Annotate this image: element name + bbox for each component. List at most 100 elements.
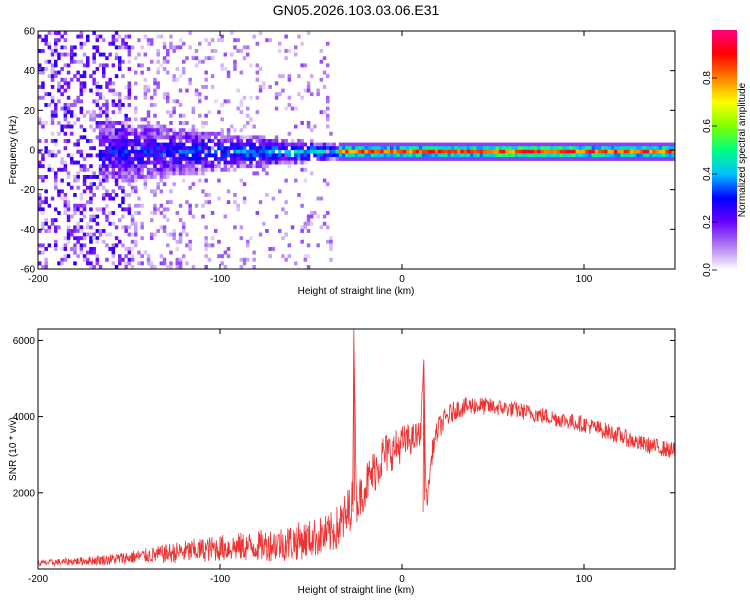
spectrogram-cell bbox=[111, 221, 116, 226]
spectrogram-cell bbox=[124, 247, 128, 251]
spectrogram-cell bbox=[153, 139, 157, 143]
spectrogram-cell bbox=[185, 153, 189, 158]
spectrogram-cell bbox=[172, 131, 176, 136]
spectrogram-cell bbox=[143, 250, 148, 255]
spectrogram-cell bbox=[121, 45, 125, 50]
spectrogram-cell bbox=[284, 146, 288, 151]
spectrogram-cell bbox=[502, 149, 506, 154]
spectrogram-cell bbox=[578, 153, 583, 158]
spectrogram-cell bbox=[76, 142, 80, 147]
spectrogram-cell bbox=[495, 146, 500, 151]
spectrogram-cell bbox=[306, 81, 311, 86]
spectrogram-cell bbox=[582, 142, 586, 147]
spectrogram-cell bbox=[319, 146, 324, 151]
spectrogram-cell bbox=[198, 146, 202, 151]
spectrogram-cell bbox=[489, 149, 493, 154]
spectrogram-cell bbox=[492, 153, 496, 158]
spectrogram-cell bbox=[44, 103, 48, 107]
spectrogram-cell bbox=[610, 146, 615, 151]
spectrogram-cell bbox=[121, 196, 125, 201]
spectrogram-cell bbox=[310, 139, 314, 143]
spectrogram-cell bbox=[306, 149, 311, 154]
spectrogram-cell bbox=[431, 149, 436, 154]
spectrogram-cell bbox=[588, 146, 592, 151]
spectrogram-cell bbox=[114, 193, 119, 197]
spectrogram-cell bbox=[98, 182, 103, 187]
spectrogram-cell bbox=[524, 146, 528, 151]
spectrogram-cell bbox=[114, 175, 119, 179]
spectrogram-cell bbox=[143, 185, 148, 190]
spectrogram-cell bbox=[137, 211, 141, 215]
spectrogram-cell bbox=[274, 81, 279, 86]
spectrogram-cell bbox=[162, 171, 167, 176]
spectrogram-cell bbox=[201, 85, 205, 89]
spectrogram-cell bbox=[194, 131, 199, 136]
spectrogram-cell bbox=[137, 250, 141, 255]
spectrogram-cell bbox=[79, 124, 84, 129]
spectrogram-cell bbox=[559, 157, 564, 161]
spectrogram-cell bbox=[143, 128, 148, 133]
spectrogram-cell bbox=[124, 124, 128, 129]
spectrogram-cell bbox=[143, 182, 148, 187]
spectrogram-cell bbox=[537, 157, 541, 161]
spectrogram-cell bbox=[73, 113, 77, 118]
spectrogram-cell bbox=[377, 149, 381, 154]
spectrogram-cell bbox=[118, 171, 122, 176]
spectrogram-cell bbox=[514, 157, 519, 161]
spectrogram-cell bbox=[127, 257, 132, 262]
spectrogram-cell bbox=[38, 139, 42, 143]
spectrogram-cell bbox=[44, 38, 48, 43]
spectrogram-cell bbox=[604, 153, 608, 158]
spectrogram-cell bbox=[38, 34, 42, 39]
spectrogram-cell bbox=[249, 164, 253, 169]
spectrogram-cell bbox=[172, 160, 176, 165]
spectrogram-cell bbox=[182, 164, 186, 169]
snr-frame bbox=[37, 328, 676, 570]
spectrogram-cell bbox=[82, 175, 87, 179]
spectrogram-cell bbox=[156, 142, 160, 147]
spectrogram-cell bbox=[566, 146, 570, 151]
spectrogram-cell bbox=[134, 171, 138, 176]
snr-xlabel: Height of straight line (km) bbox=[298, 585, 415, 596]
spectrogram-cell bbox=[44, 247, 48, 251]
spectrogram-cell bbox=[140, 157, 144, 161]
spectrogram-cell bbox=[166, 135, 170, 140]
spectrogram-cell bbox=[249, 153, 253, 158]
spectrogram-cell bbox=[220, 128, 224, 133]
spectrogram-cell bbox=[399, 149, 404, 154]
spectrogram-cell bbox=[38, 160, 42, 165]
spectrogram-cell bbox=[610, 153, 615, 158]
spectrogram-cell bbox=[156, 182, 160, 187]
spectrogram-cell bbox=[518, 153, 522, 158]
spectrogram-cell bbox=[482, 157, 487, 161]
spectrogram-cell bbox=[102, 70, 106, 75]
spectrogram-cell bbox=[201, 131, 205, 136]
spectrogram-cell bbox=[607, 149, 612, 154]
spectrogram-cell bbox=[114, 56, 119, 61]
spectrogram-cell bbox=[156, 121, 160, 125]
spectrogram-cell bbox=[79, 31, 84, 35]
spectrogram-cell bbox=[121, 167, 125, 172]
spectrogram-cell bbox=[297, 74, 301, 79]
spectrogram-cell bbox=[303, 142, 308, 147]
spectrogram-cell bbox=[82, 207, 87, 212]
spectrogram-cell bbox=[322, 153, 327, 158]
spectrogram-cell bbox=[438, 149, 442, 154]
spectrogram-cell bbox=[530, 142, 535, 147]
spectrogram-cell bbox=[226, 146, 231, 151]
spectrogram-cell bbox=[137, 171, 141, 176]
spectrogram-cell bbox=[86, 153, 90, 158]
spectrogram-cell bbox=[668, 157, 672, 161]
spectrogram-cell bbox=[178, 38, 183, 43]
spectrogram-cell bbox=[262, 142, 266, 147]
spectrogram-cell bbox=[386, 153, 391, 158]
spectrogram-cell bbox=[396, 142, 400, 147]
spectrogram-cell bbox=[175, 160, 180, 165]
spectrogram-cell bbox=[636, 153, 640, 158]
spectrogram-cell bbox=[306, 254, 311, 259]
spectrogram-cell bbox=[166, 175, 170, 179]
spectrogram-cell bbox=[178, 131, 183, 136]
spectrogram-cell bbox=[438, 146, 442, 151]
spectrogram-cell bbox=[575, 157, 580, 161]
spectrogram-cell bbox=[290, 157, 295, 161]
